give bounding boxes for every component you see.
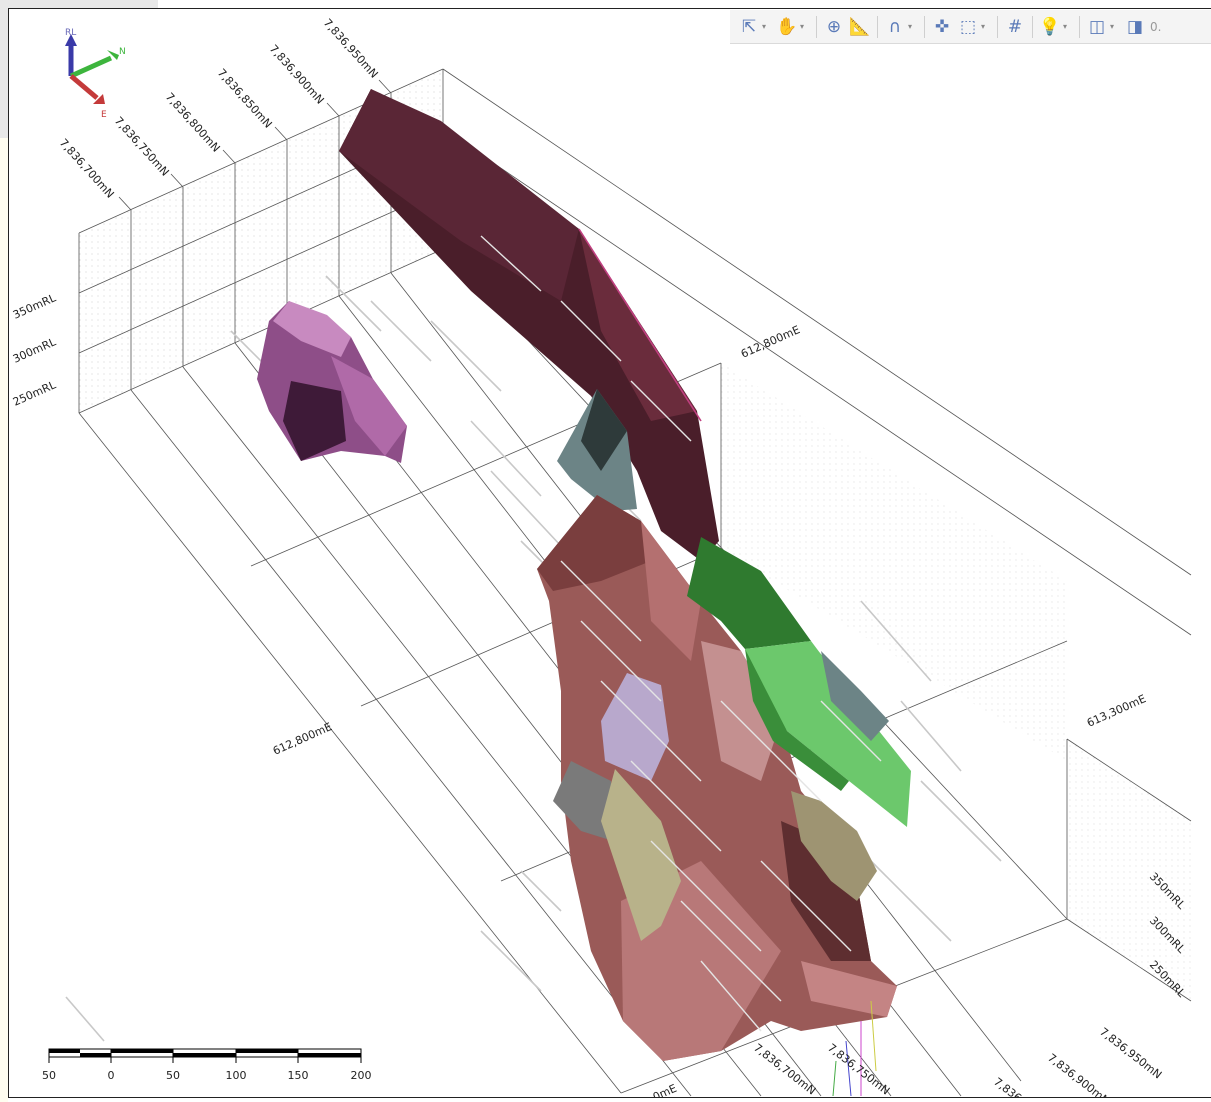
dropdown-caret-icon[interactable]: ▾	[1110, 22, 1115, 31]
dropdown-caret-icon[interactable]: ▾	[1063, 22, 1068, 31]
toolbar-clipped-value: 0.	[1150, 19, 1162, 34]
dropdown-caret-icon[interactable]: ▾	[908, 22, 913, 31]
left-panel-edge	[0, 138, 8, 1102]
slice-button[interactable]: ◨	[1122, 14, 1148, 40]
measure-ruler-button[interactable]: 📐	[847, 14, 873, 40]
move-cross-button[interactable]: ✜	[929, 14, 955, 40]
select-arrow-button[interactable]: ⇱	[736, 14, 762, 40]
svg-text:7,836,800mN: 7,836,800mN	[163, 90, 223, 154]
magnet-snap-icon: ∩	[888, 16, 902, 37]
measure-ruler-icon: 📐	[849, 16, 871, 37]
easting-label-right: 613,300mE	[1085, 692, 1148, 730]
magnet-snap-button[interactable]: ∩	[882, 14, 908, 40]
orebody-solids[interactable]	[257, 89, 911, 1061]
dropdown-caret-icon[interactable]: ▾	[981, 22, 986, 31]
scale-tick-label: 50	[166, 1069, 180, 1082]
northing-labels-bottom: 7,836,700mN 7,836,750mN	[751, 1041, 892, 1097]
svg-text:350mRL: 350mRL	[11, 291, 59, 322]
scale-tick-label: 50	[42, 1069, 56, 1082]
easting-label-upper: 612,800mE	[739, 323, 802, 361]
scale-tick-label: 150	[287, 1069, 309, 1082]
drillhole-overlay	[480, 235, 882, 1032]
toolbar-separator	[924, 15, 925, 38]
svg-text:7,836,950mN: 7,836,950mN	[321, 16, 381, 80]
svg-text:250mRL: 250mRL	[11, 378, 59, 409]
easting-label-clipped: 0mE	[651, 1082, 679, 1098]
khaki-orebody[interactable]	[601, 769, 681, 941]
light-bulb-icon: 💡	[1039, 16, 1061, 37]
crosshair-icon: ⊕	[826, 16, 842, 37]
grey-orebody[interactable]	[553, 761, 613, 841]
grid-icon: #	[1007, 16, 1023, 37]
svg-text:7,836,950mN: 7,836,950mN	[1097, 1025, 1164, 1081]
dropdown-caret-icon[interactable]: ▾	[762, 22, 767, 31]
3d-viewport[interactable]: RL N E 7,836,700mN 7,836,750mN 7,836,800…	[8, 8, 1211, 1098]
gizmo-north-label: N	[119, 47, 126, 57]
grid-button[interactable]: #	[1002, 14, 1028, 40]
easting-label-mid: 612,800mE	[271, 720, 334, 758]
svg-text:7,836,: 7,836,	[991, 1075, 1027, 1098]
viewer-toolbar: ⇱ ▾ ✋ ▾ ⊕ 📐 ∩ ▾ ✜ ⬚ ▾ # 💡 ▾ ◫ ▾ ◨ 0.	[730, 10, 1211, 44]
toolbar-separator	[1079, 15, 1080, 38]
slice-icon: ◨	[1126, 16, 1144, 37]
pan-hand-button[interactable]: ✋	[774, 14, 800, 40]
rl-labels-left: 350mRL 300mRL 250mRL	[11, 291, 59, 409]
3d-scene[interactable]: RL N E 7,836,700mN 7,836,750mN 7,836,800…	[9, 9, 1211, 1098]
panel-tab	[0, 0, 158, 8]
light-bulb-button[interactable]: 💡	[1037, 14, 1063, 40]
side-panel-edge	[0, 8, 8, 138]
scale-tick-label: 0	[107, 1069, 115, 1082]
toolbar-separator	[997, 15, 998, 38]
svg-text:7,836,850mN: 7,836,850mN	[215, 66, 275, 130]
toolbar-separator	[816, 15, 817, 38]
crosshair-button[interactable]: ⊕	[821, 14, 847, 40]
orientation-gizmo[interactable]	[65, 34, 119, 104]
toolbar-separator	[1032, 15, 1033, 38]
scale-tick-label: 100	[225, 1069, 247, 1082]
gizmo-up-label: RL	[65, 28, 76, 38]
svg-text:7,836,750mN: 7,836,750mN	[112, 114, 172, 178]
svg-text:7,836,700mN: 7,836,700mN	[57, 136, 117, 200]
scale-tick-label: 200	[350, 1069, 372, 1082]
collar-markers	[832, 1000, 877, 1097]
dropdown-caret-icon[interactable]: ▾	[800, 22, 805, 31]
svg-text:7,836,900mN: 7,836,900mN	[267, 42, 327, 106]
svg-text:300mRL: 300mRL	[11, 335, 59, 366]
gizmo-east-label: E	[101, 110, 107, 120]
northing-labels-bottom-right: 7,836,950mN 7,836,900mN 7,836,	[991, 1025, 1164, 1098]
toolbar-separator	[877, 15, 878, 38]
lavender-orebody[interactable]	[601, 673, 669, 781]
box-view-button[interactable]: ⬚	[955, 14, 981, 40]
pan-hand-icon: ✋	[776, 16, 798, 37]
layers-button[interactable]: ◫	[1084, 14, 1110, 40]
select-arrow-icon: ⇱	[741, 16, 757, 37]
move-cross-icon: ✜	[934, 16, 950, 37]
scale-bar: 50 0 50 100 150 200	[42, 1045, 372, 1090]
northing-ticks	[118, 79, 392, 211]
scale-bar-graphic	[48, 1048, 362, 1063]
layers-icon: ◫	[1088, 16, 1106, 37]
green-orebody[interactable]	[687, 537, 811, 649]
box-view-icon: ⬚	[959, 16, 977, 37]
svg-text:7,836,900mN: 7,836,900mN	[1045, 1051, 1112, 1098]
